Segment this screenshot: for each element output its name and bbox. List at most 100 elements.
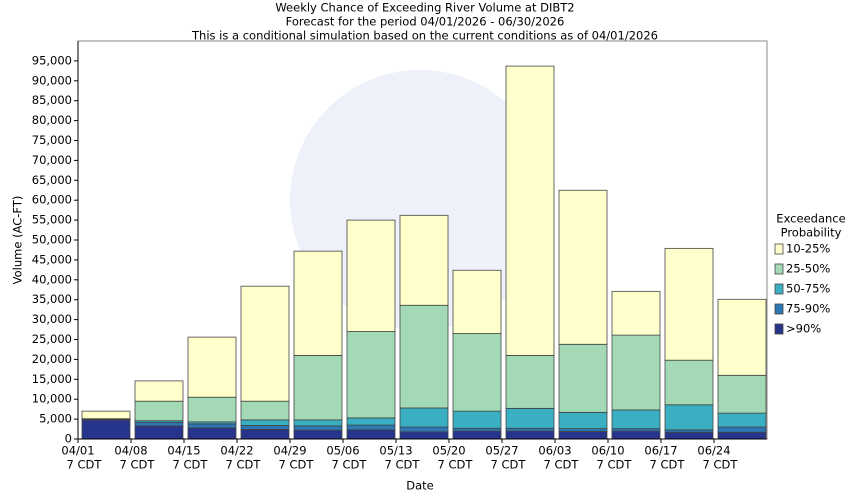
legend-label: 25-50% — [786, 262, 830, 276]
bar-segment — [664, 247, 714, 361]
bar-segment — [717, 298, 767, 376]
bar-segment — [558, 189, 608, 345]
bar-segment — [452, 430, 502, 440]
x-tick-label: 06/24 — [697, 444, 730, 458]
bar-segment — [717, 374, 767, 414]
bar-segment — [346, 219, 396, 332]
y-tick-label: 25,000 — [32, 332, 72, 346]
y-tick-label: 65,000 — [32, 173, 72, 187]
chart-title: Weekly Chance of Exceeding River Volume … — [275, 1, 574, 15]
bar-segment — [134, 425, 184, 440]
legend-swatch — [774, 303, 784, 315]
x-tick-label: 06/17 — [644, 444, 677, 458]
y-tick-label: 90,000 — [32, 73, 72, 87]
bar-segment — [187, 396, 237, 423]
bar-segment — [452, 427, 502, 432]
x-tick-label: 05/06 — [326, 444, 359, 458]
x-tick-label: 06/03 — [538, 444, 571, 458]
bar-segment — [505, 430, 555, 440]
bar-segment — [558, 428, 608, 432]
x-tick-label: 05/27 — [485, 444, 518, 458]
bar-segment — [505, 427, 555, 432]
bar-segment — [558, 411, 608, 430]
bar-segment — [187, 423, 237, 429]
bar-segment — [452, 410, 502, 429]
y-tick-label: 40,000 — [32, 272, 72, 286]
bar-segment — [558, 431, 608, 440]
bar-segment — [293, 250, 343, 356]
y-axis-label: Volume (AC-FT) — [11, 196, 25, 285]
bar-segment — [664, 431, 714, 440]
y-tick-label: 75,000 — [32, 133, 72, 147]
y-tick-label: 60,000 — [32, 193, 72, 207]
y-tick-label: 0 — [65, 432, 72, 446]
y-tick-label: 55,000 — [32, 213, 72, 227]
bar-segment — [399, 304, 449, 409]
y-tick-label: 70,000 — [32, 153, 72, 167]
x-tick-sublabel: 7 CDT — [173, 458, 209, 472]
x-tick-sublabel: 7 CDT — [120, 458, 156, 472]
bar-segment — [611, 430, 661, 440]
x-tick-label: 04/08 — [114, 444, 147, 458]
bar-segment — [134, 380, 184, 402]
bar-segment — [293, 419, 343, 427]
y-tick-label: 15,000 — [32, 372, 72, 386]
x-tick-sublabel: 7 CDT — [438, 458, 474, 472]
x-tick-label: 04/29 — [273, 444, 306, 458]
legend-swatch — [774, 263, 784, 275]
bar-segment — [240, 285, 290, 402]
y-tick-label: 5,000 — [39, 412, 72, 426]
bar-segment — [452, 333, 502, 412]
y-tick-label: 50,000 — [32, 233, 72, 247]
bar-segment — [346, 429, 396, 440]
x-tick-label: 04/01 — [61, 444, 94, 458]
bar-segment — [505, 407, 555, 429]
bar-segment — [611, 334, 661, 411]
y-tick-label: 30,000 — [32, 312, 72, 326]
y-tick-label: 85,000 — [32, 93, 72, 107]
x-axis-label: Date — [406, 479, 434, 493]
legend-title: Exceedance — [776, 212, 845, 226]
x-tick-label: 06/10 — [591, 444, 624, 458]
x-tick-sublabel: 7 CDT — [279, 458, 315, 472]
chart-title: This is a conditional simulation based o… — [191, 29, 658, 43]
x-tick-sublabel: 7 CDT — [597, 458, 633, 472]
x-tick-sublabel: 7 CDT — [385, 458, 421, 472]
x-tick-sublabel: 7 CDT — [332, 458, 368, 472]
legend-swatch — [774, 323, 784, 335]
x-tick-sublabel: 7 CDT — [491, 458, 527, 472]
legend-swatch — [774, 243, 784, 255]
bar-segment — [717, 426, 767, 433]
x-tick-sublabel: 7 CDT — [544, 458, 580, 472]
x-tick-sublabel: 7 CDT — [67, 458, 103, 472]
bar-segment — [346, 331, 396, 419]
bar-segment — [346, 424, 396, 431]
legend-label: 75-90% — [786, 302, 830, 316]
bar-segment — [81, 419, 131, 440]
x-tick-label: 05/20 — [432, 444, 465, 458]
legend-label: 10-25% — [786, 242, 830, 256]
x-tick-label: 05/13 — [379, 444, 412, 458]
bar-segment — [717, 412, 767, 428]
bar-segment — [505, 65, 555, 356]
bar-segment — [505, 355, 555, 409]
bar-segment — [81, 410, 131, 420]
bar-segment — [664, 404, 714, 431]
bar-segment — [399, 426, 449, 433]
bar-segment — [293, 429, 343, 440]
y-tick-label: 20,000 — [32, 352, 72, 366]
x-tick-sublabel: 7 CDT — [226, 458, 262, 472]
y-tick-label: 10,000 — [32, 392, 72, 406]
legend-label: 50-75% — [786, 282, 830, 296]
bar-segment — [240, 429, 290, 440]
x-tick-sublabel: 7 CDT — [703, 458, 739, 472]
y-tick-label: 45,000 — [32, 252, 72, 266]
x-tick-sublabel: 7 CDT — [650, 458, 686, 472]
bar-segment — [399, 214, 449, 306]
bar-segment — [558, 343, 608, 413]
bar-segment — [187, 427, 237, 440]
y-tick-label: 35,000 — [32, 292, 72, 306]
bar-segment — [717, 431, 767, 440]
bar-segment — [664, 359, 714, 406]
